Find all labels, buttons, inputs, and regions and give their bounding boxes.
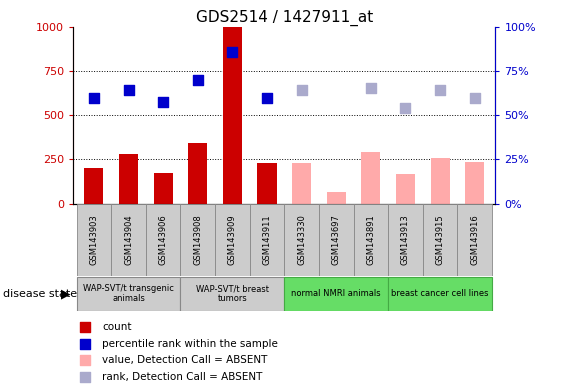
FancyBboxPatch shape [181,277,284,311]
Bar [223,27,242,204]
Point [262,94,271,101]
Point [81,358,90,364]
Point [81,374,90,380]
Point [193,77,202,83]
FancyBboxPatch shape [354,204,388,276]
Text: GSM143697: GSM143697 [332,215,341,265]
Text: GSM143913: GSM143913 [401,215,410,265]
FancyBboxPatch shape [146,204,181,276]
Text: disease state: disease state [3,289,77,299]
Text: GSM143891: GSM143891 [367,215,376,265]
Text: WAP-SVT/t transgenic
animals: WAP-SVT/t transgenic animals [83,284,174,303]
Point [90,94,99,101]
Text: GSM143911: GSM143911 [262,215,271,265]
Text: GSM143916: GSM143916 [470,215,479,265]
Point [401,105,410,111]
Point [367,85,376,91]
FancyBboxPatch shape [181,204,215,276]
Bar [327,192,346,204]
FancyBboxPatch shape [284,277,388,311]
Text: GSM143904: GSM143904 [124,215,133,265]
FancyBboxPatch shape [457,204,492,276]
Point [228,50,237,56]
Bar [396,174,415,204]
Bar [188,144,207,204]
Point [81,341,90,347]
Text: value, Detection Call = ABSENT: value, Detection Call = ABSENT [102,356,267,366]
FancyBboxPatch shape [77,204,111,276]
Text: normal NMRI animals: normal NMRI animals [292,289,381,298]
FancyBboxPatch shape [388,204,423,276]
Point [470,94,479,101]
Bar [292,163,311,204]
Text: rank, Detection Call = ABSENT: rank, Detection Call = ABSENT [102,372,262,382]
Bar [154,174,173,204]
Text: ▶: ▶ [61,287,70,300]
Text: count: count [102,322,131,332]
Text: percentile rank within the sample: percentile rank within the sample [102,339,278,349]
Point [159,99,168,105]
Bar [361,152,381,204]
Bar [431,159,450,204]
Text: GSM143906: GSM143906 [159,215,168,265]
FancyBboxPatch shape [77,277,181,311]
Text: GSM143908: GSM143908 [193,215,202,265]
Bar [84,168,104,204]
Text: GSM143909: GSM143909 [228,215,237,265]
Point [297,86,306,93]
Bar [119,154,138,204]
FancyBboxPatch shape [111,204,146,276]
FancyBboxPatch shape [388,277,492,311]
Text: GSM143915: GSM143915 [436,215,445,265]
Text: GSM143903: GSM143903 [90,215,99,265]
Bar [257,163,276,204]
Point [81,324,90,330]
Point [124,88,133,94]
Text: WAP-SVT/t breast
tumors: WAP-SVT/t breast tumors [196,284,269,303]
Title: GDS2514 / 1427911_at: GDS2514 / 1427911_at [196,9,373,25]
FancyBboxPatch shape [284,204,319,276]
FancyBboxPatch shape [319,204,354,276]
Bar [465,162,484,204]
FancyBboxPatch shape [215,204,250,276]
Text: breast cancer cell lines: breast cancer cell lines [391,289,489,298]
FancyBboxPatch shape [250,204,284,276]
Text: GSM143330: GSM143330 [297,215,306,265]
Point [436,86,445,93]
FancyBboxPatch shape [423,204,457,276]
